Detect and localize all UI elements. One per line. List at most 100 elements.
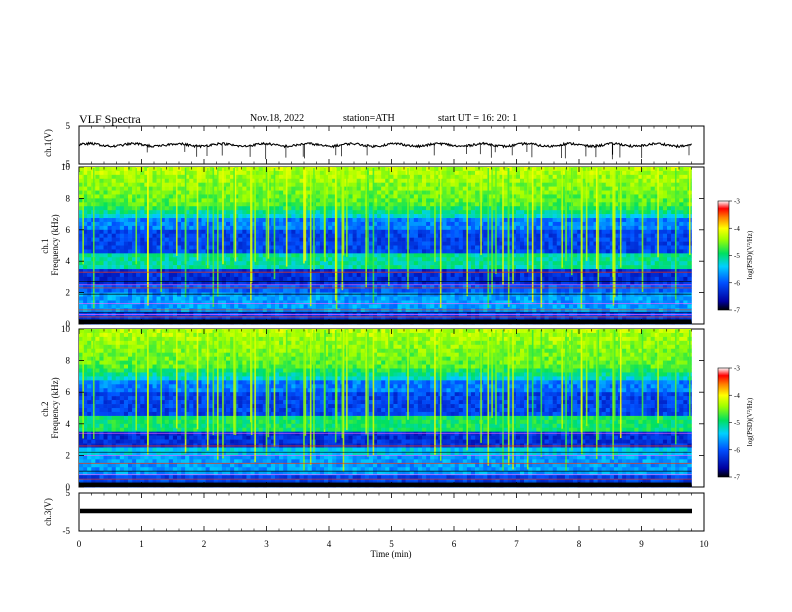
spectrogram-cell bbox=[573, 233, 578, 238]
spectrogram-cell bbox=[495, 245, 500, 250]
spectrogram-cell bbox=[381, 284, 386, 289]
spectrogram-cell bbox=[164, 257, 170, 262]
spectrogram-cell bbox=[487, 221, 492, 227]
spectrogram-cell bbox=[422, 292, 427, 297]
spectrogram-cell bbox=[103, 198, 108, 203]
spectrogram-cell bbox=[618, 284, 623, 289]
spectrogram-cell bbox=[144, 261, 149, 266]
spectrogram-cell bbox=[352, 284, 357, 289]
spectrogram-cell bbox=[103, 186, 108, 191]
spectrogram-cell bbox=[454, 241, 460, 246]
spectrogram-cell bbox=[454, 182, 460, 187]
spectrogram-cell bbox=[552, 170, 558, 176]
spectrogram-cell bbox=[609, 253, 615, 258]
spectrogram-cell bbox=[299, 292, 304, 297]
spectrogram-cell bbox=[581, 186, 586, 191]
spectrogram-cell bbox=[148, 296, 153, 301]
spectrogram-cell bbox=[230, 272, 235, 278]
spectrogram-cell bbox=[499, 257, 504, 262]
spectrogram-cell bbox=[111, 269, 117, 274]
spectrogram-cell bbox=[630, 174, 635, 180]
spectrogram-cell bbox=[234, 249, 239, 254]
spectrogram-cell bbox=[393, 233, 398, 238]
spectrogram-cell bbox=[683, 280, 688, 286]
spectrogram-cell bbox=[136, 174, 141, 180]
spectrogram-cell bbox=[160, 198, 166, 203]
spectrogram-cell bbox=[613, 292, 619, 297]
spectrogram-cell bbox=[83, 206, 88, 211]
spectrogram-cell bbox=[315, 182, 321, 187]
spectrogram-cell bbox=[630, 194, 635, 199]
spectrogram-cell bbox=[152, 178, 157, 183]
spectrogram-cell bbox=[291, 170, 296, 176]
spectrogram-cell bbox=[250, 257, 255, 262]
spectrogram-cell bbox=[336, 198, 341, 203]
spectrogram-cell bbox=[662, 225, 668, 231]
spectrogram-cell bbox=[360, 210, 366, 215]
spectrogram-cell bbox=[242, 178, 247, 183]
spectrogram-cell bbox=[360, 174, 366, 180]
spectrogram-cell bbox=[356, 249, 362, 254]
spectrogram-cell bbox=[466, 292, 472, 297]
spectrogram-cell bbox=[483, 245, 488, 250]
spectrogram-cell bbox=[609, 221, 615, 227]
spectrogram-cell bbox=[262, 225, 268, 231]
spectrogram-cell bbox=[201, 218, 206, 223]
spectrogram-cell bbox=[613, 190, 619, 195]
spectrogram-cell bbox=[630, 272, 635, 278]
spectrogram-cell bbox=[185, 186, 190, 191]
spectrogram-cell bbox=[291, 167, 296, 172]
spectrogram-cell bbox=[532, 186, 537, 191]
spectrogram-cell bbox=[397, 186, 402, 191]
spectrogram-cell bbox=[95, 225, 100, 231]
spectrogram-cell bbox=[193, 233, 198, 238]
spectrogram-cell bbox=[148, 218, 153, 223]
spectrogram-cell bbox=[164, 221, 170, 227]
spectrogram-cell bbox=[79, 206, 84, 211]
spectrogram-cell bbox=[430, 214, 435, 219]
spectrogram-cell bbox=[319, 225, 325, 231]
spectrogram-cell bbox=[230, 261, 235, 266]
spectrogram-cell bbox=[217, 170, 223, 176]
spectrogram-cell bbox=[475, 218, 480, 223]
spectrogram-cell bbox=[315, 233, 321, 238]
spectrogram-cell bbox=[393, 253, 398, 258]
spectrogram-cell bbox=[462, 292, 468, 297]
spectrogram-cell bbox=[430, 292, 435, 297]
spectrogram-cell bbox=[609, 237, 615, 242]
spectrogram-cell bbox=[511, 292, 517, 297]
spectrogram-cell bbox=[315, 225, 321, 231]
spectrogram-cell bbox=[577, 210, 582, 215]
spectrogram-cell bbox=[279, 174, 284, 180]
spectrogram-cell bbox=[270, 241, 276, 246]
spectrogram-cell bbox=[626, 280, 631, 286]
spectrogram-cell bbox=[503, 194, 509, 199]
spectrogram-cell bbox=[462, 237, 468, 242]
spectrogram-cell bbox=[638, 233, 643, 238]
spectrogram-cell bbox=[315, 237, 321, 242]
spectrogram-cell bbox=[462, 233, 468, 238]
spectrogram-cell bbox=[197, 284, 202, 289]
spectrogram-cell bbox=[164, 233, 170, 238]
spectrogram-cell bbox=[446, 284, 451, 289]
spectrogram-cell bbox=[520, 288, 525, 293]
spectrogram-cell bbox=[360, 253, 366, 258]
spectrogram-cell bbox=[462, 272, 468, 278]
spectrogram-cell bbox=[548, 221, 553, 227]
spectrogram-cell bbox=[426, 198, 431, 203]
spectrogram-cell bbox=[99, 202, 104, 207]
spectrogram-cell bbox=[283, 206, 288, 211]
spectrogram-cell bbox=[540, 261, 545, 266]
spectrogram-cell bbox=[654, 214, 660, 219]
spectrogram-cell bbox=[556, 261, 562, 266]
spectrogram-cell bbox=[560, 225, 566, 231]
spectrogram-cell bbox=[336, 214, 341, 219]
spectrogram-cell bbox=[466, 265, 472, 270]
spectrogram-cell bbox=[99, 241, 104, 246]
spectrogram-cell bbox=[658, 225, 664, 231]
spectrogram-cell bbox=[287, 190, 292, 195]
spectrogram-cell bbox=[258, 190, 264, 195]
spectrogram-cell bbox=[524, 245, 529, 250]
spectrogram-cell bbox=[242, 265, 247, 270]
spectrogram-cell bbox=[287, 174, 292, 180]
